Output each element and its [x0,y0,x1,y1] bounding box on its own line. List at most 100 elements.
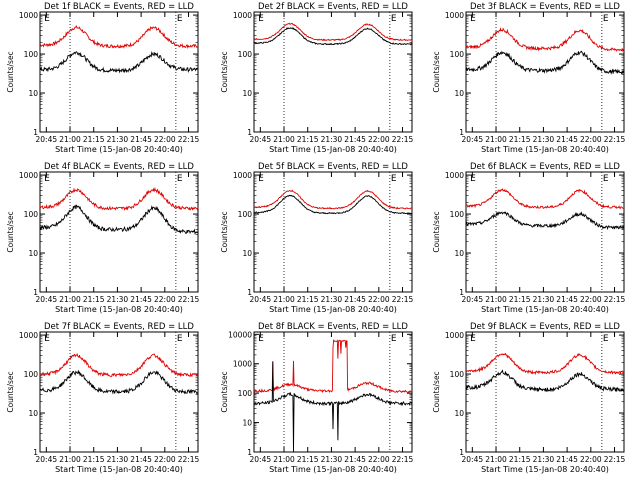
x-tick-label: 22:15 [604,455,626,464]
plot-frame [39,11,199,133]
x-tick-label: 22:15 [178,295,200,304]
event-marker: E [177,14,183,24]
y-tick-label: 10 [242,419,252,428]
x-tick-label: 21:30 [321,135,343,144]
y-tick-label: 1 [247,128,252,137]
events-series-line [39,51,199,74]
x-tick-label: 22:15 [604,135,626,144]
x-tick-label: 20:45 [36,295,58,304]
y-axis-label: Counts/sec [220,211,229,252]
y-tick-label: 1000 [233,171,252,180]
x-tick-label: 20:45 [462,455,484,464]
plot-frame [465,331,625,453]
y-tick-label: 1000 [445,171,464,180]
x-tick-label: 21:00 [59,135,81,144]
y-tick-label: 1000 [19,171,38,180]
event-marker: E [258,14,264,24]
x-tick-label: 21:45 [344,295,366,304]
y-tick-label: 1 [33,128,38,137]
x-tick-label: 22:00 [368,295,390,304]
plot-frame [465,11,625,133]
events-series-line [39,369,199,395]
x-tick-label: 21:00 [273,295,295,304]
x-tick-label: 22:15 [392,295,414,304]
x-axis-label: Start Time (15-Jan-08 20:40:40) [269,305,397,314]
events-series-line [253,361,413,453]
x-axis-label: Start Time (15-Jan-08 20:40:40) [269,465,397,474]
y-tick-label: 1 [33,288,38,297]
x-tick-label: 21:15 [297,455,319,464]
event-marker: E [177,174,183,184]
panel-8: Det 8f BLACK = Events, RED = LLD E E 1 10 100… [220,322,414,474]
y-tick-label: 100 [238,389,253,398]
x-tick-label: 21:45 [556,295,578,304]
x-tick-label: 21:15 [509,295,531,304]
y-tick-label: 100 [238,210,253,219]
x-tick-label: 21:45 [130,455,152,464]
y-tick-label: 10 [28,89,38,98]
events-series-line [39,204,199,235]
x-tick-label: 21:15 [297,295,319,304]
x-tick-label: 22:00 [580,455,602,464]
panel-title: Det 3f BLACK = Events, RED = LLD [470,2,620,12]
x-tick-label: 22:00 [580,295,602,304]
y-tick-label: 10 [28,409,38,418]
event-marker: E [391,334,397,344]
lld-series-line [39,187,199,211]
x-tick-label: 22:15 [392,135,414,144]
event-marker: E [177,334,183,344]
x-tick-label: 21:45 [130,135,152,144]
panel-title: Det 1f BLACK = Events, RED = LLD [44,2,194,12]
panel-title: Det 4f BLACK = Events, RED = LLD [44,162,194,172]
x-tick-label: 21:45 [344,135,366,144]
y-tick-label: 10 [28,249,38,258]
panel-9: Det 9f BLACK = Events, RED = LLD E E 1 10 100… [432,322,626,474]
y-tick-label: 1000 [233,11,252,20]
y-tick-label: 10 [242,89,252,98]
event-marker: E [470,14,476,24]
x-tick-label: 21:00 [273,135,295,144]
x-tick-label: 21:30 [321,295,343,304]
x-tick-label: 21:15 [297,135,319,144]
event-marker: E [470,174,476,184]
x-tick-label: 21:15 [509,455,531,464]
y-tick-label: 1 [247,288,252,297]
y-axis-label: Counts/sec [6,371,15,412]
y-tick-label: 1 [459,288,464,297]
panel-title: Det 5f BLACK = Events, RED = LLD [258,162,408,172]
x-tick-label: 22:00 [580,135,602,144]
event-marker: E [258,334,264,344]
panel-7: Det 7f BLACK = Events, RED = LLD E E 1 10 100… [6,322,200,474]
x-tick-label: 21:00 [485,455,507,464]
x-tick-label: 21:30 [533,295,555,304]
panel-6: Det 6f BLACK = Events, RED = LLD E E 1 10 100… [432,162,626,314]
x-tick-label: 20:45 [462,135,484,144]
x-tick-label: 21:30 [533,135,555,144]
x-tick-label: 20:45 [250,135,272,144]
x-tick-label: 21:15 [509,135,531,144]
y-axis-label: Counts/sec [220,51,229,92]
event-marker: E [391,174,397,184]
event-marker: E [44,334,50,344]
x-tick-label: 22:00 [154,295,176,304]
events-series-line [465,50,625,75]
y-tick-label: 100 [24,50,39,59]
x-tick-label: 22:15 [604,295,626,304]
x-tick-label: 20:45 [36,135,58,144]
panel-title: Det 8f BLACK = Events, RED = LLD [258,322,408,332]
y-tick-label: 1 [459,448,464,457]
x-tick-label: 21:00 [485,135,507,144]
event-marker: E [470,334,476,344]
lld-series-line [465,352,625,376]
panel-title: Det 2f BLACK = Events, RED = LLD [258,2,408,12]
x-axis-label: Start Time (15-Jan-08 20:40:40) [269,145,397,154]
x-tick-label: 22:00 [368,135,390,144]
panel-2: Det 2f BLACK = Events, RED = LLD E E 1 10 100… [220,2,414,154]
y-axis-label: Counts/sec [6,211,15,252]
y-tick-label: 100 [450,370,465,379]
x-axis-label: Start Time (15-Jan-08 20:40:40) [481,305,609,314]
x-tick-label: 21:30 [107,455,129,464]
events-series-line [465,369,625,393]
y-tick-label: 10 [454,89,464,98]
